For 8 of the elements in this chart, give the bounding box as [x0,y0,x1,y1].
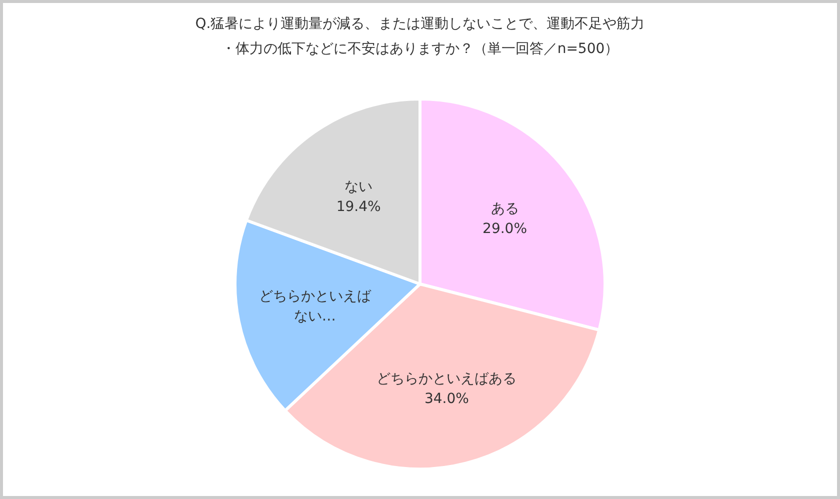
slice-label: どちらかといえばある [376,370,517,387]
data-label: 34.0% [424,390,469,407]
slice-label: ない [344,179,373,196]
data-label: 19.4% [336,199,381,216]
slice-label: どちらかといえばない… [258,288,372,324]
data-label: 29.0% [482,221,528,238]
chart-title: Q.猛暑により運動量が減る、または運動しないことで、運動不足や筋力・体力の低下などに不安はありますか？（単一回答／n=500） [195,16,645,57]
slice-label: ある [490,201,519,218]
